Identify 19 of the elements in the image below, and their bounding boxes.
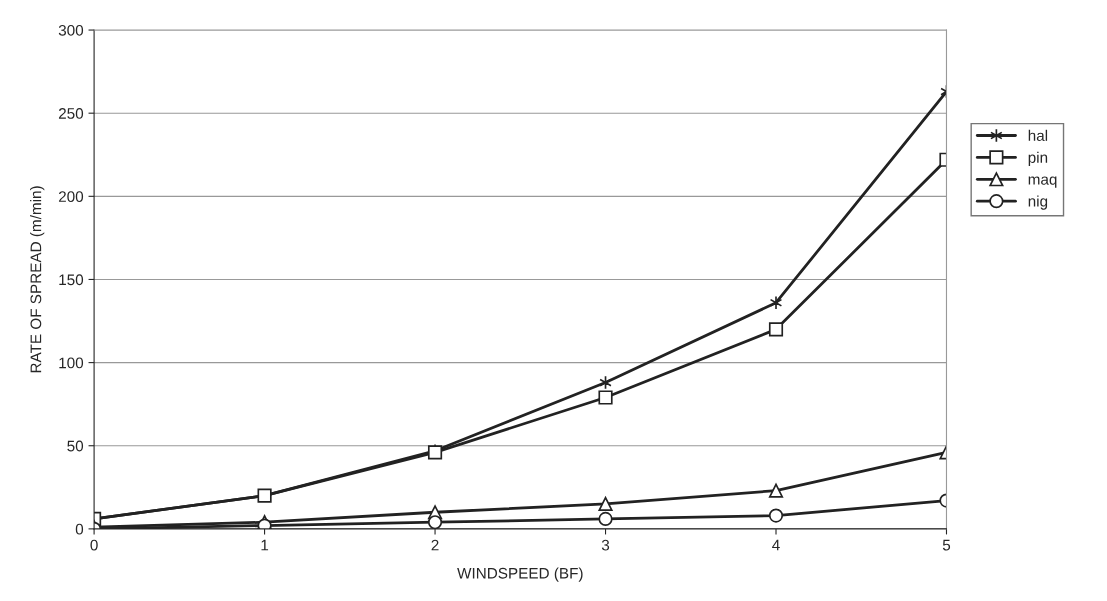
x-tick-label: 5: [942, 539, 951, 551]
x-tick-label: 2: [431, 539, 439, 551]
y-tick-label: 300: [58, 24, 84, 36]
x-axis-title: WINDSPEED (BF): [457, 567, 583, 582]
y-tick-label: 150: [59, 274, 84, 286]
legend-label: maq: [1028, 176, 1057, 188]
y-tick-label: 250: [58, 108, 84, 119]
x-tick-label: 1: [261, 539, 269, 551]
y-tick-label: 200: [58, 191, 84, 203]
x-tick-label: 4: [772, 539, 780, 551]
legend-label: hal: [1028, 129, 1048, 141]
x-tick-label: 3: [601, 539, 610, 551]
legend-label: nig: [1028, 195, 1048, 210]
y-tick-label: 100: [59, 357, 84, 369]
legend-label: pin: [1028, 151, 1048, 166]
y-axis-title: RATE OF SPREAD (m/min): [30, 186, 45, 373]
y-tick-label: 50: [67, 440, 84, 452]
y-tick-label: 0: [75, 523, 84, 535]
x-tick-label: 0: [90, 539, 98, 551]
